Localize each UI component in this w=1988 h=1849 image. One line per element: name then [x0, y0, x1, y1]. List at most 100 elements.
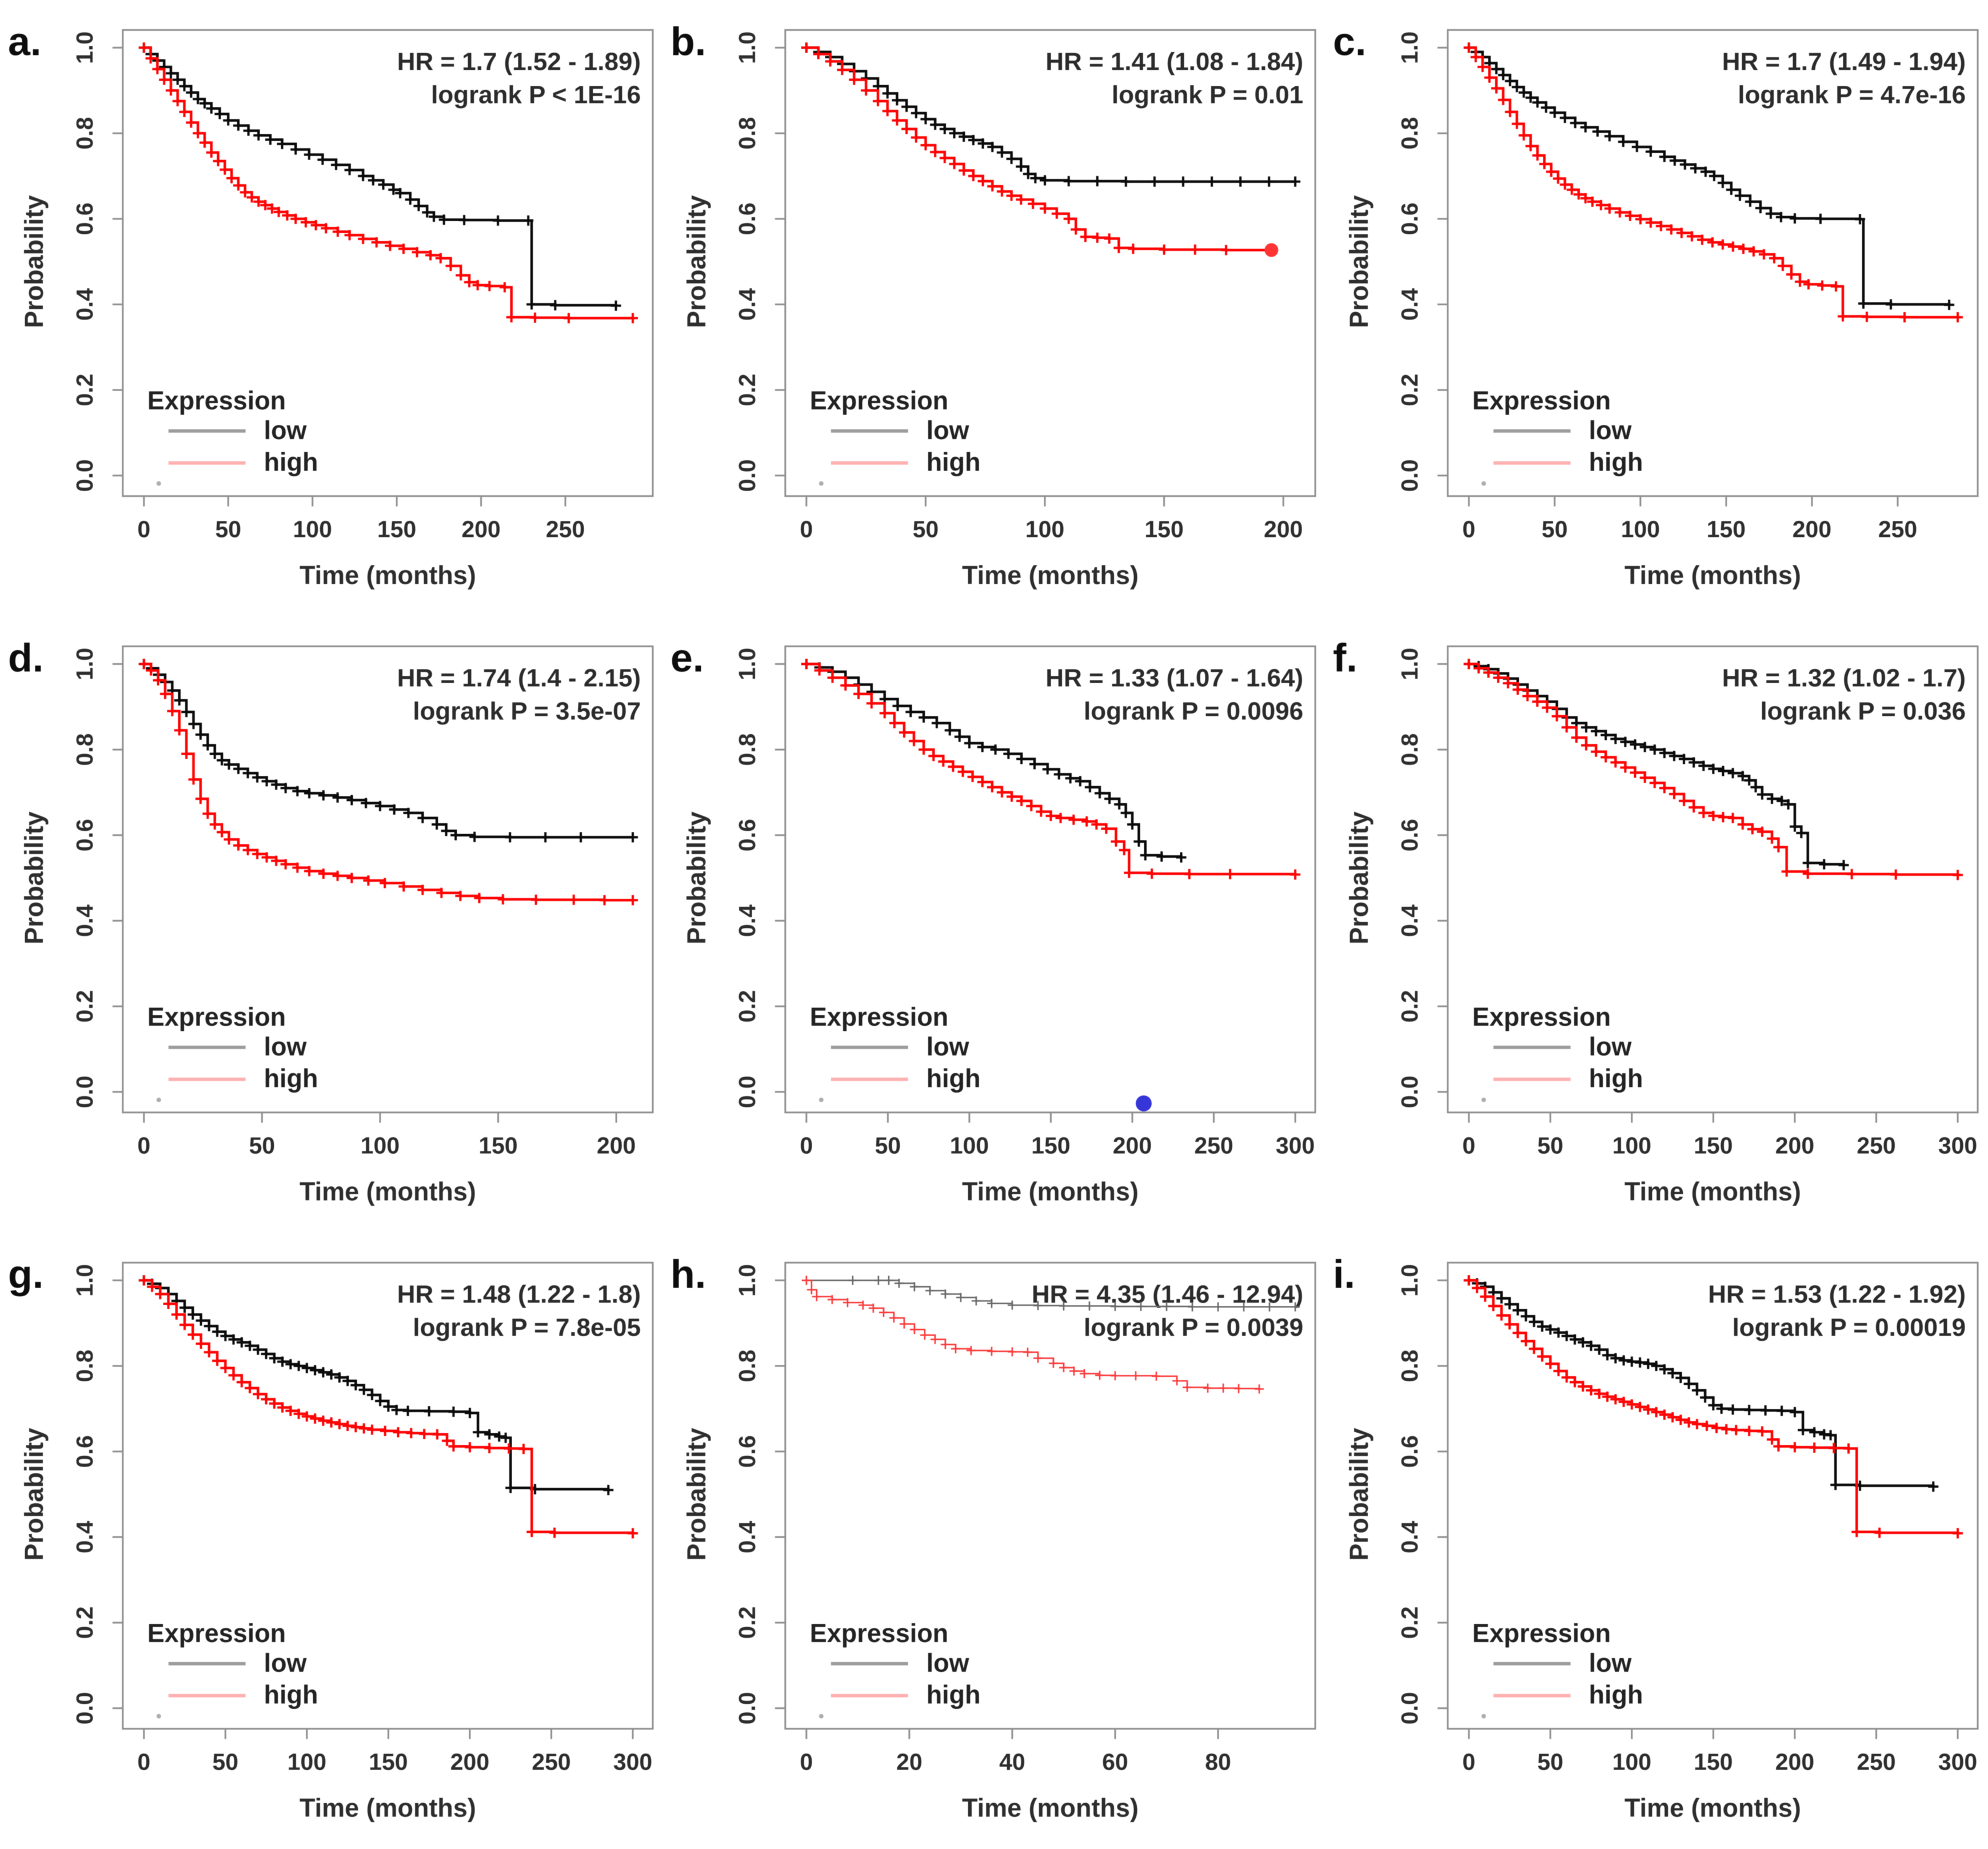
y-axis-tick-label: 0.6 — [1396, 1435, 1423, 1468]
x-axis-tick-label: 100 — [288, 1749, 326, 1775]
panel-letter: e. — [670, 635, 704, 680]
y-axis-tick-label: 0.0 — [734, 1692, 760, 1724]
x-axis-tick-label: 100 — [361, 1133, 400, 1159]
censor-marks-high — [801, 659, 1301, 880]
y-axis-title: Probability — [682, 1428, 711, 1560]
legend-title: Expression — [147, 1002, 286, 1031]
y-axis-tick-label: 0.0 — [1396, 1075, 1423, 1108]
x-axis-tick-label: 0 — [800, 1749, 813, 1775]
censor-marks-high — [138, 659, 638, 906]
logrank-annotation: logrank P = 7.8e-05 — [413, 1313, 641, 1341]
censor-marks-high — [1463, 1275, 1963, 1539]
y-axis-tick-label: 0.8 — [71, 734, 98, 766]
km-panel-a: 0 50 100 150 200 250 0.0 0.2 0.4 0.6 0.8 1.0 Time (m… — [0, 0, 662, 616]
y-axis-title: Probability — [1344, 811, 1374, 944]
y-axis-tick-label: 0.6 — [734, 202, 760, 235]
x-axis-tick-label: 200 — [450, 1749, 489, 1775]
panel-letter: b. — [670, 19, 706, 63]
censor-marks-high — [1463, 42, 1963, 322]
legend-high-label: high — [927, 1064, 981, 1093]
x-axis-tick-label: 100 — [1612, 1749, 1651, 1775]
plot-box — [122, 645, 654, 1114]
x-axis-tick-label: 50 — [249, 1133, 276, 1159]
survival-curve-low — [1468, 663, 1845, 866]
x-axis-title: Time (months) — [300, 1794, 476, 1823]
legend-title: Expression — [147, 386, 286, 415]
km-plot-svg-h: 0 20 40 60 80 0.0 0.2 0.4 0.6 0.8 1.0 Time (months)… — [670, 1252, 1316, 1823]
y-axis-tick-label: 1.0 — [1396, 31, 1423, 64]
km-plot-svg-d: 0 50 100 150 200 0.0 0.2 0.4 0.6 0.8 1.0 Time (mont… — [8, 635, 654, 1206]
legend-low-label: low — [1589, 1032, 1632, 1061]
y-axis-tick-label: 0.8 — [1396, 117, 1423, 150]
y-axis-tick-label: 0.0 — [1396, 459, 1423, 492]
y-axis-tick-label: 0.4 — [734, 904, 760, 937]
plot-box — [1447, 1261, 1979, 1730]
hr-annotation: HR = 1.32 (1.02 - 1.7) — [1722, 664, 1966, 692]
legend-low-label: low — [264, 416, 308, 445]
panel-letter: i. — [1333, 1252, 1355, 1296]
x-axis-tick-label: 150 — [1694, 1749, 1732, 1775]
x-axis-title: Time (months) — [962, 561, 1139, 590]
survival-curve-low — [143, 1279, 610, 1491]
plot-box — [122, 1261, 654, 1730]
x-axis-tick-label: 100 — [950, 1133, 989, 1159]
y-axis-tick-label: 1.0 — [71, 31, 98, 64]
y-axis-tick-label: 0.2 — [1396, 1607, 1423, 1639]
x-axis-tick-label: 200 — [1793, 516, 1831, 543]
logrank-annotation: logrank P = 0.0096 — [1084, 697, 1303, 725]
legend-high-label: high — [927, 1680, 981, 1709]
x-axis-tick-label: 80 — [1205, 1749, 1231, 1775]
legend-title: Expression — [810, 1619, 948, 1648]
x-axis-tick-label: 300 — [1938, 1133, 1977, 1159]
y-axis-tick-label: 0.2 — [71, 990, 98, 1023]
y-axis-tick-label: 0.8 — [1396, 734, 1423, 766]
y-axis-tick-label: 0.4 — [1396, 288, 1423, 321]
hr-annotation: HR = 1.7 (1.49 - 1.94) — [1722, 47, 1966, 75]
censor-marks-high — [138, 1275, 638, 1539]
legend-low-label: low — [1589, 416, 1632, 445]
x-axis-title: Time (months) — [1624, 561, 1801, 590]
x-axis-tick-label: 50 — [213, 1749, 239, 1775]
y-axis-tick-label: 0.6 — [71, 1435, 98, 1468]
y-axis-tick-label: 0.8 — [734, 117, 760, 150]
x-axis-tick-label: 0 — [800, 516, 813, 543]
legend-high-label: high — [264, 1680, 318, 1709]
km-panel-f: 0 50 100 150 200 250 300 0.0 0.2 0.4 0.6 0.8 1.0 Time… — [1325, 616, 1987, 1233]
legend-low-label: low — [927, 1032, 970, 1061]
km-panel-d: 0 50 100 150 200 0.0 0.2 0.4 0.6 0.8 1.0 Time (mont… — [0, 616, 662, 1233]
hr-annotation: HR = 1.48 (1.22 - 1.8) — [397, 1280, 641, 1308]
legend-high-label: high — [264, 1064, 318, 1093]
x-axis-title: Time (months) — [1624, 1177, 1801, 1206]
y-axis-tick-label: 1.0 — [734, 31, 760, 64]
legend-high-label: high — [1589, 448, 1643, 477]
km-plot-svg-a: 0 50 100 150 200 250 0.0 0.2 0.4 0.6 0.8 1.0 Time (m… — [8, 19, 654, 590]
y-axis-tick-label: 0.8 — [1396, 1350, 1423, 1382]
y-axis-tick-label: 0.6 — [1396, 202, 1423, 235]
legend-title: Expression — [147, 1619, 286, 1648]
legend-title: Expression — [1472, 1002, 1611, 1031]
km-plot-svg-c: 0 50 100 150 200 250 0.0 0.2 0.4 0.6 0.8 1.0 Time (m… — [1333, 19, 1979, 590]
y-axis-tick-label: 0.4 — [71, 904, 98, 937]
x-axis-tick-label: 0 — [137, 516, 150, 543]
y-axis-tick-label: 0.6 — [1396, 819, 1423, 851]
y-axis-tick-label: 0.4 — [734, 288, 760, 321]
legend-title: Expression — [1472, 386, 1611, 415]
x-axis-tick-label: 50 — [1538, 1749, 1564, 1775]
legend-title: Expression — [810, 386, 948, 415]
y-axis-tick-label: 0.4 — [71, 288, 98, 321]
km-panel-i: 0 50 100 150 200 250 300 0.0 0.2 0.4 0.6 0.8 1.0 Time… — [1325, 1233, 1987, 1849]
legend-low-label: low — [264, 1032, 308, 1061]
x-axis-tick-label: 150 — [369, 1749, 408, 1775]
y-axis-title: Probability — [682, 195, 711, 328]
y-axis-tick-label: 0.4 — [71, 1521, 98, 1553]
km-plot-svg-e: 0 50 100 150 200 250 300 0.0 0.2 0.4 0.6 0.8 1.0 Time… — [670, 635, 1316, 1206]
km-plot-svg-g: 0 50 100 150 200 250 300 0.0 0.2 0.4 0.6 0.8 1.0 Time… — [8, 1252, 654, 1823]
y-axis-tick-label: 0.6 — [71, 819, 98, 851]
x-axis-tick-label: 100 — [1612, 1133, 1651, 1159]
legend-high-label: high — [1589, 1680, 1643, 1709]
y-axis-tick-label: 0.2 — [1396, 374, 1423, 407]
logrank-annotation: logrank P = 3.5e-07 — [413, 697, 641, 725]
origin-artifact-dot — [819, 1713, 824, 1719]
x-axis-tick-label: 100 — [1621, 516, 1660, 543]
